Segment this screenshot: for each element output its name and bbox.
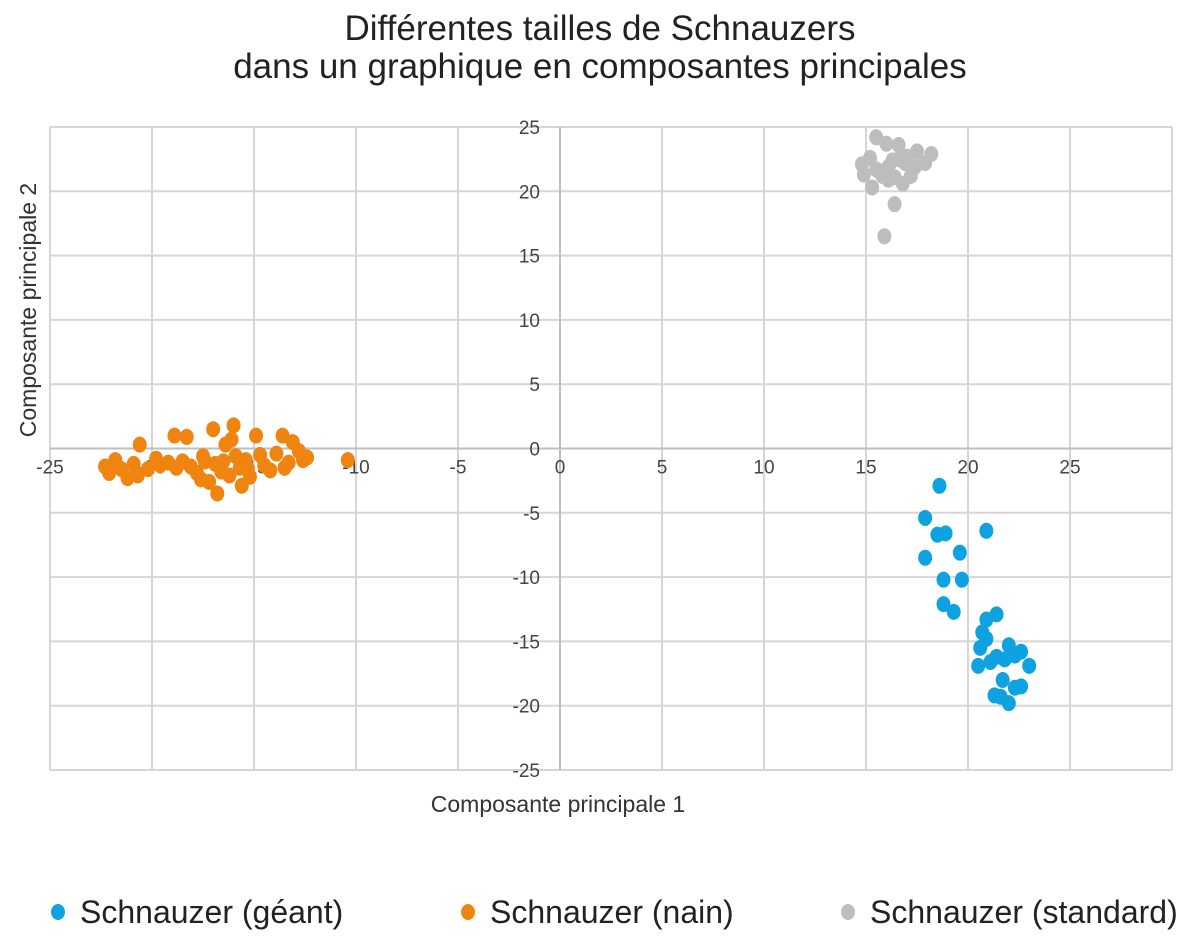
data-point	[952, 544, 967, 561]
data-points	[98, 129, 1037, 712]
data-point	[954, 571, 969, 588]
data-point	[881, 171, 896, 188]
chart-title: Différentes tailles de Schnauzers dans u…	[233, 9, 967, 86]
data-point	[300, 449, 315, 466]
y-axis-label: Composante principale 2	[15, 183, 41, 437]
legend-marker	[461, 904, 475, 920]
series-2	[98, 417, 355, 502]
data-point	[891, 137, 906, 154]
y-tick-label: 15	[519, 247, 540, 268]
data-point	[169, 459, 184, 476]
data-point	[938, 525, 953, 542]
y-tick-label: 20	[519, 182, 540, 203]
data-point	[340, 452, 355, 469]
legend-item: Schnauzer (standard)	[841, 894, 1178, 930]
x-axis-label: Composante principale 1	[431, 791, 685, 817]
data-point	[879, 135, 894, 152]
x-tick-label: -25	[36, 458, 63, 479]
data-point	[222, 467, 237, 484]
data-point	[895, 175, 910, 192]
data-point	[1014, 678, 1029, 695]
data-point	[877, 228, 892, 245]
data-point	[263, 462, 278, 479]
legend-label: Schnauzer (nain)	[490, 894, 734, 930]
data-point	[918, 155, 933, 172]
data-point	[856, 166, 871, 183]
data-point	[997, 651, 1012, 668]
data-point	[210, 485, 225, 502]
tick-labels: -25-20-15-10-505101520252520151050-5-10-…	[36, 118, 1080, 782]
legend: Schnauzer (géant) Schnauzer (nain) Schnauz…	[51, 894, 1178, 930]
data-point	[202, 473, 217, 490]
y-tick-label: 25	[519, 118, 540, 139]
data-point	[918, 509, 933, 526]
y-tick-label: 10	[519, 311, 540, 332]
legend-item: Schnauzer (géant)	[51, 894, 343, 930]
y-tick-label: -10	[513, 568, 540, 589]
data-point	[240, 461, 255, 478]
data-point	[932, 477, 947, 494]
x-tick-label: 10	[753, 458, 774, 479]
data-point	[179, 428, 194, 445]
chart-title-line-2: dans un graphique en composantes princip…	[233, 47, 967, 86]
data-point	[281, 454, 296, 471]
data-point	[971, 657, 986, 674]
data-point	[865, 179, 880, 196]
data-point	[140, 461, 155, 478]
data-point	[206, 421, 221, 438]
data-point	[918, 549, 933, 566]
data-point	[1022, 657, 1037, 674]
data-point	[269, 445, 284, 462]
y-tick-label: -20	[513, 697, 540, 718]
series-1	[918, 477, 1037, 712]
data-point	[871, 162, 886, 179]
data-point	[132, 436, 147, 453]
data-point	[979, 522, 994, 539]
data-point	[226, 417, 241, 434]
data-point	[167, 427, 182, 444]
x-tick-label: 15	[855, 458, 876, 479]
data-point	[973, 639, 988, 656]
data-point	[249, 427, 264, 444]
data-point	[936, 596, 951, 613]
data-point	[936, 571, 951, 588]
data-point	[989, 606, 1004, 623]
x-tick-label: 20	[957, 458, 978, 479]
chart-title-line-1: Différentes tailles de Schnauzers	[344, 9, 855, 48]
data-point	[224, 431, 239, 448]
y-tick-label: 5	[529, 375, 540, 396]
data-point	[216, 453, 231, 470]
y-tick-label: -15	[513, 632, 540, 653]
legend-marker	[51, 904, 65, 920]
data-point	[196, 448, 210, 465]
x-tick-label: 0	[555, 458, 566, 479]
legend-item: Schnauzer (nain)	[461, 894, 734, 930]
x-tick-label: -5	[450, 458, 467, 479]
legend-marker	[841, 904, 855, 920]
y-tick-label: -5	[523, 504, 540, 525]
series-3	[854, 129, 939, 245]
data-point	[946, 603, 961, 620]
data-point	[891, 151, 906, 168]
x-tick-label: 5	[657, 458, 668, 479]
data-point	[275, 427, 290, 444]
data-point	[869, 129, 884, 146]
y-tick-label: -25	[513, 761, 540, 782]
x-tick-label: 25	[1059, 458, 1080, 479]
y-tick-label: 0	[529, 440, 540, 461]
legend-label: Schnauzer (géant)	[80, 894, 343, 930]
data-point	[995, 671, 1010, 688]
data-point	[130, 467, 145, 484]
data-point	[887, 196, 902, 213]
data-point	[993, 688, 1008, 705]
legend-label: Schnauzer (standard)	[870, 894, 1178, 930]
data-point	[983, 653, 998, 670]
data-point	[102, 464, 117, 481]
